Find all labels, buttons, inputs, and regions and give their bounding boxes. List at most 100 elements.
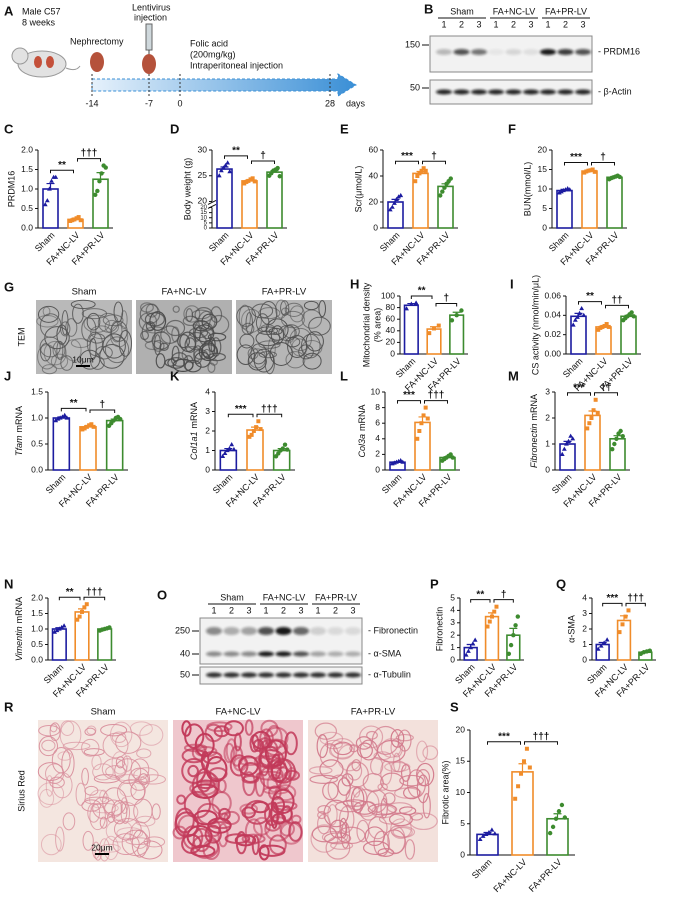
image-title: Sham [91,707,116,718]
data-point [89,422,94,427]
micrograph-texture [318,300,327,318]
micrograph-texture [208,336,216,353]
micrograph-texture [422,793,431,819]
micrograph-texture [140,774,166,785]
mw-marker: 50 [180,669,190,679]
micrograph-texture [394,787,422,799]
panel-label: N [4,576,13,591]
data-point [84,424,89,429]
significance-label: *** [403,390,415,401]
micrograph-texture [86,725,97,736]
blot-band [206,651,222,657]
x-tick-label: FA+PR-LV [527,857,564,894]
data-point [470,641,476,646]
y-tick-label: 1 [582,639,587,649]
micrograph-texture [204,723,223,743]
data-point [581,312,587,317]
micrograph-texture [356,819,370,843]
micrograph-texture [81,738,100,757]
micrograph-texture [86,312,101,331]
data-point [550,824,556,830]
side-label: Sirius Red [16,770,26,812]
bar [92,178,109,229]
significance-bracket [493,599,514,603]
micrograph-texture [270,325,284,345]
y-tick-label: 2.0 [21,144,33,154]
bar [414,421,431,471]
data-point [494,604,499,609]
panel-label: K [170,368,180,383]
blot-band [258,627,274,635]
significance-bracket [470,599,491,603]
micrograph-texture [257,755,281,769]
lane-group: Sham [220,592,244,602]
lane-number: 1 [545,19,550,29]
significance-label: ** [70,398,78,409]
lane-number: 2 [281,605,286,615]
blot-band [293,672,309,678]
micrograph-texture [241,308,262,333]
blot-band [488,49,504,55]
micrograph-texture [183,355,194,371]
micrograph-texture [399,806,417,816]
y-tick-label: 4 [582,592,587,602]
significance-label: ** [66,587,74,598]
micrograph-texture [298,344,314,360]
data-point [389,204,395,209]
y-axis-label: (% area) [372,308,382,343]
image-title: Sham [72,287,97,298]
micrograph-texture [103,835,119,861]
micrograph-texture [258,844,270,861]
data-point [598,643,604,648]
panel-label: O [157,587,167,602]
band-label: - α-Tubulin [368,669,411,679]
data-point [78,218,83,223]
micrograph-texture [314,722,338,740]
y-tick-label: 5 [450,592,455,602]
y-axis-label: CS activity (nmol/min/μL) [530,275,540,375]
significance-bracket [564,162,588,166]
micrograph-texture [395,733,414,742]
data-point [421,413,426,418]
micrograph-texture [382,792,396,805]
significance-label: ** [232,146,240,157]
y-axis-label-gene: Col3a [357,434,367,458]
micrograph-texture [258,351,277,359]
significance-bracket [424,400,448,404]
data-point [623,614,628,619]
micrograph-texture [62,741,91,751]
bar [606,176,623,229]
y-axis-label-gene: Tfam [14,435,24,456]
blot-band [540,49,556,55]
blot-band [471,89,487,95]
y-tick-label: 1.0 [31,623,43,633]
y-tick-label: 2.0 [31,592,43,602]
significance-label: † [444,293,450,304]
micrograph-texture [172,305,180,313]
data-point [477,836,483,841]
lane-number: 2 [229,605,234,615]
micrograph-texture [251,834,260,856]
blot-band [275,651,292,657]
timeline-illustration [11,23,357,97]
micrograph-texture [316,813,331,835]
significance-bracket [58,596,81,601]
data-point [421,166,426,171]
micrograph-texture [359,725,384,749]
micrograph-texture [183,743,208,753]
y-tick-label: 10 [200,215,207,221]
y-tick-label: 3 [205,406,210,416]
significance-bracket [567,392,591,396]
y-tick-label: 3 [450,617,455,627]
micrograph-texture [49,723,58,733]
data-point [572,317,578,322]
lane-number: 2 [563,19,568,29]
micrograph-texture [120,310,128,330]
data-point [492,609,497,614]
bar [616,619,632,661]
y-tick-label: 40 [369,170,379,180]
data-point [440,189,445,194]
bar [556,189,573,229]
bar [584,414,601,471]
